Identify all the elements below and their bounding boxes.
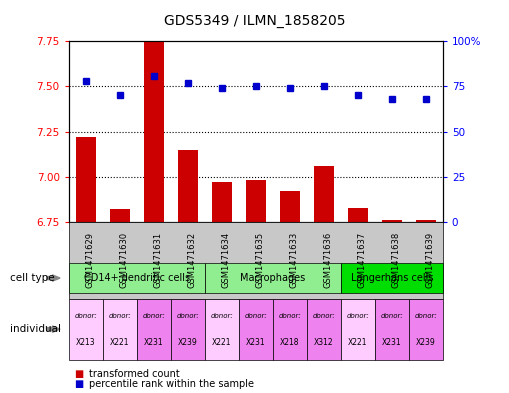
Text: GSM1471629: GSM1471629 (86, 232, 95, 288)
Text: donor:: donor: (244, 313, 267, 319)
Text: GSM1471634: GSM1471634 (222, 232, 231, 288)
Text: donor:: donor: (414, 313, 437, 319)
Text: donor:: donor: (143, 313, 165, 319)
Bar (212, 182, 232, 222)
Bar (314, 166, 334, 222)
Text: donor:: donor: (210, 313, 233, 319)
Bar (279, 191, 300, 222)
Bar (75, 137, 96, 222)
FancyArrow shape (47, 326, 60, 332)
FancyArrow shape (47, 275, 60, 281)
Text: Macrophages: Macrophages (240, 273, 305, 283)
Text: GSM1471633: GSM1471633 (290, 232, 299, 288)
Text: GSM1471630: GSM1471630 (120, 232, 129, 288)
Text: GSM1471636: GSM1471636 (324, 232, 333, 288)
Text: GSM1471631: GSM1471631 (154, 232, 163, 288)
Text: donor:: donor: (313, 313, 335, 319)
Bar (178, 150, 198, 222)
Text: percentile rank within the sample: percentile rank within the sample (89, 379, 254, 389)
Text: X213: X213 (76, 338, 96, 347)
Text: CD14+ dendritic cells: CD14+ dendritic cells (83, 273, 190, 283)
Text: individual: individual (10, 324, 61, 334)
Bar (348, 208, 368, 222)
Text: ■: ■ (74, 369, 83, 379)
Text: donor:: donor: (380, 313, 403, 319)
Bar (144, 18, 164, 222)
Text: X239: X239 (416, 338, 436, 347)
Text: cell type: cell type (10, 273, 55, 283)
Text: GSM1471635: GSM1471635 (256, 232, 265, 288)
Text: GSM1471637: GSM1471637 (358, 232, 367, 288)
Text: X221: X221 (348, 338, 367, 347)
Text: ■: ■ (74, 379, 83, 389)
Text: donor:: donor: (278, 313, 301, 319)
Text: X231: X231 (246, 338, 266, 347)
Text: donor:: donor: (108, 313, 131, 319)
Text: donor:: donor: (177, 313, 199, 319)
Bar (245, 180, 266, 222)
Text: X239: X239 (178, 338, 197, 347)
Text: X221: X221 (110, 338, 129, 347)
Text: GSM1471639: GSM1471639 (426, 232, 435, 288)
Text: donor:: donor: (347, 313, 369, 319)
Text: X312: X312 (314, 338, 333, 347)
Text: Langerhans cells: Langerhans cells (351, 273, 433, 283)
Text: GSM1471632: GSM1471632 (188, 232, 197, 288)
Text: GSM1471638: GSM1471638 (392, 232, 401, 288)
Bar (382, 220, 402, 222)
Text: donor:: donor: (74, 313, 97, 319)
Bar (109, 209, 130, 222)
Text: transformed count: transformed count (89, 369, 180, 379)
Text: X221: X221 (212, 338, 232, 347)
Text: X231: X231 (144, 338, 163, 347)
Bar (416, 220, 436, 222)
Text: X218: X218 (280, 338, 299, 347)
Text: X231: X231 (382, 338, 402, 347)
Text: GDS5349 / ILMN_1858205: GDS5349 / ILMN_1858205 (164, 14, 345, 28)
